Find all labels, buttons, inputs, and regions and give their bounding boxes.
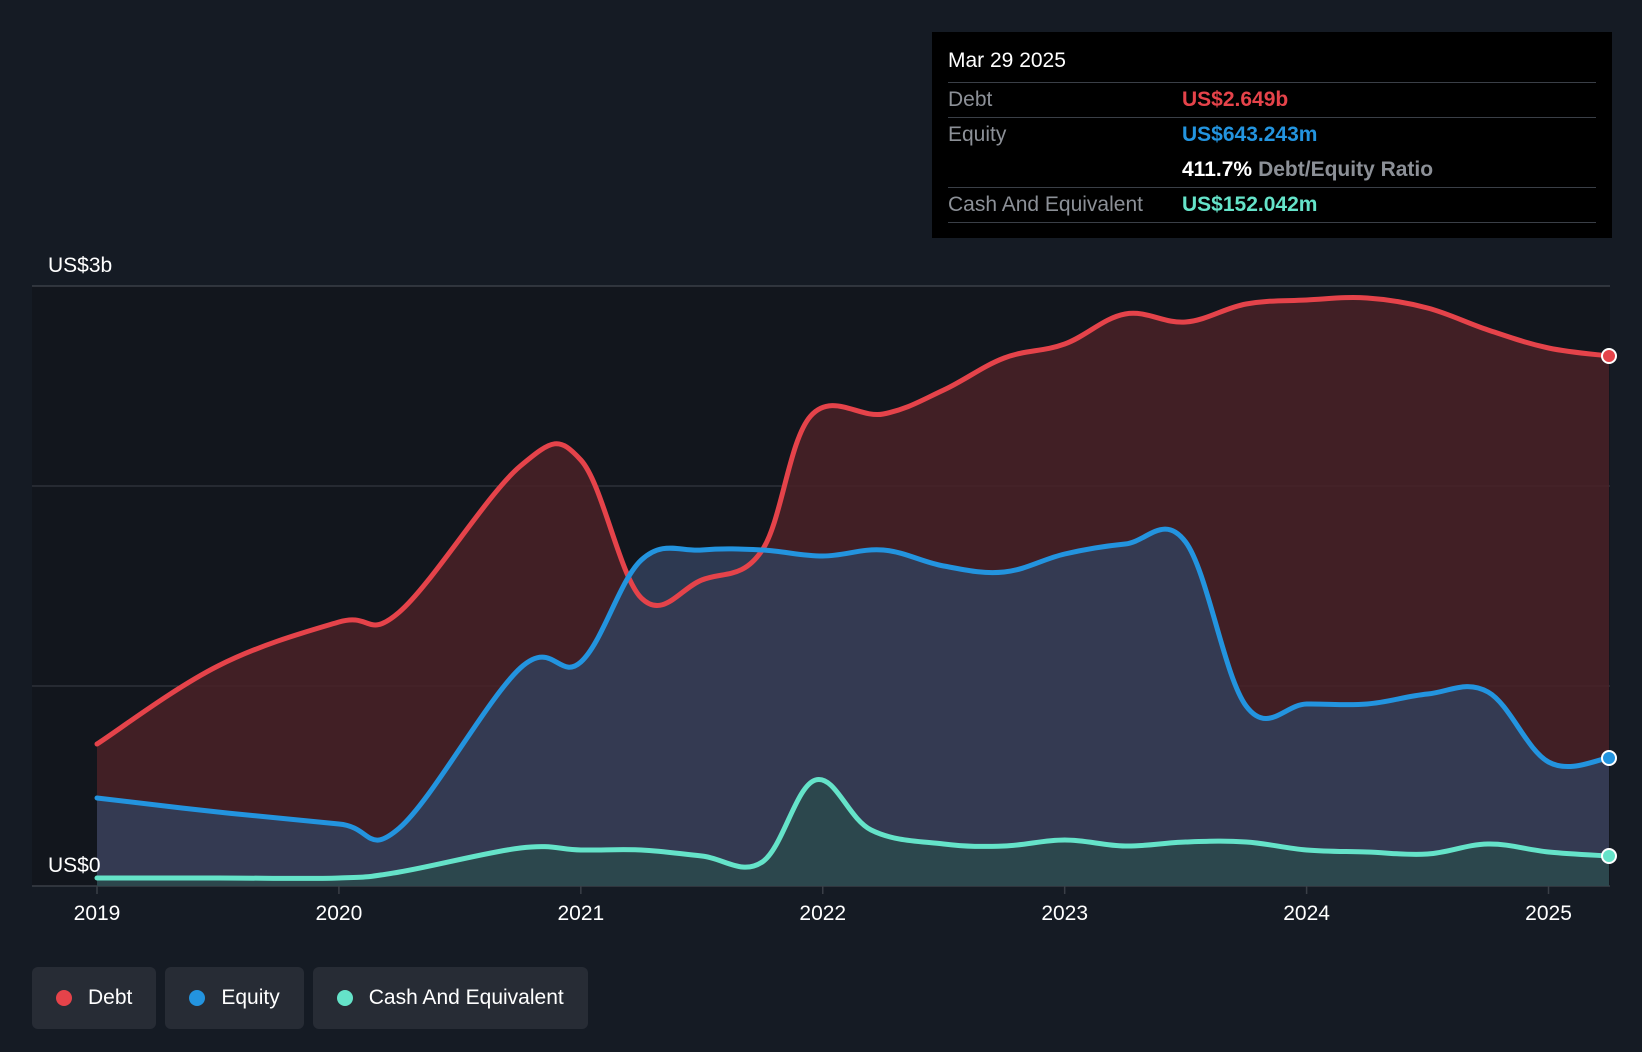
tooltip-ratio-value: 411.7% (1182, 158, 1253, 181)
tooltip-cash-label: Cash And Equivalent (948, 193, 1143, 216)
legend-dot-cash (336, 990, 353, 1006)
x-tick-label: 2023 (1041, 902, 1088, 925)
tooltip-row-ratio: 411.7% Debt/Equity Ratio (948, 152, 1596, 187)
tooltip-debt-label: Debt (948, 88, 993, 111)
legend-dot-debt (56, 990, 72, 1006)
series-endpoints (1601, 348, 1617, 864)
x-tick-label: 2024 (1283, 902, 1330, 925)
y-axis-labels: US$3b US$0 (48, 254, 112, 877)
x-tick-label: 2025 (1525, 902, 1572, 925)
cash-endpoint (1601, 848, 1617, 864)
chart-legend: Debt Equity Cash And Equivalent (32, 967, 597, 1029)
legend-label-debt: Debt (88, 986, 133, 1009)
y-axis-label-bottom: US$0 (48, 854, 101, 877)
legend-item-equity[interactable]: Equity (165, 967, 304, 1029)
x-tick-label: 2019 (74, 902, 121, 925)
debt-endpoint (1601, 348, 1617, 364)
cash-area (97, 779, 1609, 886)
y-axis-label-top: US$3b (48, 254, 112, 277)
x-tick-label: 2020 (316, 902, 363, 925)
series-areas (97, 297, 1609, 886)
x-tick-label: 2022 (799, 902, 846, 925)
tooltip-row-equity: Equity US$643.243m (948, 117, 1596, 152)
tooltip-ratio-label: Debt/Equity Ratio (1258, 158, 1434, 181)
x-tick-label: 2021 (557, 902, 604, 925)
tooltip-equity-label: Equity (948, 123, 1007, 146)
equity-area (97, 529, 1609, 886)
legend-dot-equity (189, 990, 206, 1006)
tooltip-row-debt: Debt US$2.649b (948, 82, 1596, 117)
tooltip-debt-value: US$2.649b (1182, 88, 1289, 111)
x-axis-labels: 2019 2020 2021 2022 2023 2024 2025 (74, 886, 1572, 925)
equity-line (94, 526, 1612, 843)
legend-label-cash: Cash And Equivalent (368, 986, 564, 1009)
tooltip-panel: Mar 29 2025 Debt US$2.649b Equity US$643… (932, 32, 1612, 238)
tooltip-equity-value: US$643.243m (1182, 123, 1318, 146)
legend-item-cash[interactable]: Cash And Equivalent (312, 967, 588, 1029)
tooltip-date: Mar 29 2025 (948, 49, 1066, 72)
tooltip-row-cash: Cash And Equivalent US$152.042m (948, 187, 1596, 222)
tooltip-cash-value: US$152.042m (1182, 193, 1318, 216)
debt-line (94, 295, 1612, 747)
cash-line (94, 777, 1612, 881)
legend-label-equity: Equity (221, 986, 280, 1009)
series-lines (94, 295, 1612, 881)
equity-endpoint (1601, 750, 1617, 766)
legend-item-debt[interactable]: Debt (32, 967, 157, 1029)
